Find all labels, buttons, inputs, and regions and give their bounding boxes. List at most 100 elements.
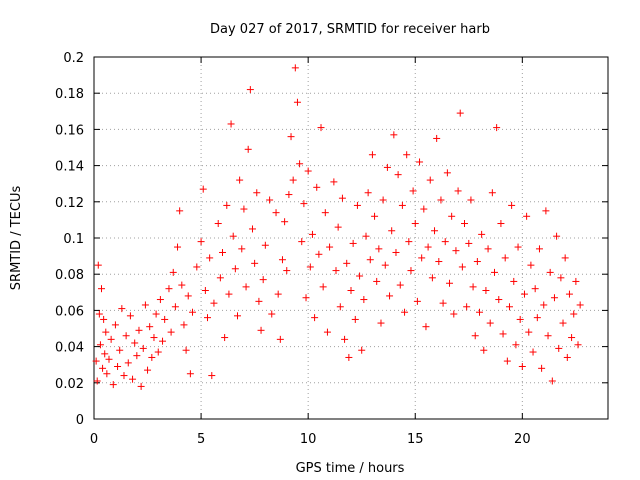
data-point <box>116 346 124 354</box>
data-point <box>531 285 539 293</box>
data-point <box>478 230 486 238</box>
data-point <box>109 381 117 389</box>
data-point <box>291 64 299 72</box>
data-point <box>114 363 122 371</box>
data-point <box>411 220 419 228</box>
data-point <box>184 292 192 300</box>
data-point <box>100 315 108 323</box>
data-point <box>103 370 111 378</box>
data-point <box>150 334 158 342</box>
data-point <box>368 151 376 159</box>
data-point <box>441 238 449 246</box>
data-point <box>375 245 383 253</box>
data-point <box>253 189 261 197</box>
data-point <box>347 286 355 294</box>
data-point <box>144 366 152 374</box>
data-point <box>242 283 250 291</box>
grid <box>94 57 608 419</box>
data-point <box>482 286 490 294</box>
data-point <box>186 370 194 378</box>
data-point <box>171 303 179 311</box>
data-point <box>469 283 477 291</box>
data-point <box>176 207 184 215</box>
data-point <box>283 267 291 275</box>
data-point <box>431 227 439 235</box>
data-point <box>221 334 229 342</box>
data-point <box>366 256 374 264</box>
data-point <box>516 315 524 323</box>
data-point <box>95 310 103 318</box>
data-point <box>557 274 565 282</box>
data-point <box>135 326 143 334</box>
data-point <box>503 357 511 365</box>
data-point <box>553 232 561 240</box>
data-point <box>345 353 353 361</box>
data-point <box>296 160 304 168</box>
data-point <box>501 254 509 262</box>
data-point <box>96 341 104 349</box>
data-point <box>461 220 469 228</box>
data-point <box>529 348 537 356</box>
data-point <box>189 308 197 316</box>
data-point <box>510 277 518 285</box>
data-point <box>274 290 282 298</box>
data-point <box>540 301 548 309</box>
data-point <box>107 335 115 343</box>
data-point <box>576 301 584 309</box>
data-point <box>268 310 276 318</box>
data-point <box>94 261 102 269</box>
data-point <box>388 227 396 235</box>
data-point <box>261 241 269 249</box>
data-point <box>193 263 201 271</box>
data-point <box>413 297 421 305</box>
data-point <box>542 207 550 215</box>
data-point <box>493 124 501 132</box>
data-point <box>236 176 244 184</box>
data-point <box>379 196 387 204</box>
data-point <box>141 301 149 309</box>
data-point <box>396 281 404 289</box>
data-point <box>161 315 169 323</box>
x-axis-ticks: 0 5 10 15 20 <box>90 57 531 447</box>
data-point <box>308 230 316 238</box>
data-point <box>471 332 479 340</box>
data-point <box>546 268 554 276</box>
data-point <box>490 268 498 276</box>
data-point <box>204 314 212 322</box>
data-point <box>124 359 132 367</box>
data-point <box>480 346 488 354</box>
data-point <box>129 375 137 383</box>
data-point <box>174 243 182 251</box>
data-point <box>229 232 237 240</box>
data-point <box>276 335 284 343</box>
data-point <box>306 263 314 271</box>
data-point <box>102 328 110 336</box>
data-point <box>93 377 101 385</box>
data-point <box>139 344 147 352</box>
data-point <box>381 261 389 269</box>
data-point <box>105 355 113 363</box>
data-point <box>386 292 394 300</box>
chart-title: Day 027 of 2017, SRMTID for receiver har… <box>210 22 490 37</box>
data-point <box>259 276 267 284</box>
data-point <box>420 205 428 213</box>
data-point <box>439 299 447 307</box>
y-tick-label: 0.16 <box>55 123 84 138</box>
data-point <box>167 328 175 336</box>
data-point <box>321 209 329 217</box>
data-point <box>272 209 280 217</box>
data-point <box>525 328 533 336</box>
data-point <box>409 187 417 195</box>
data-point <box>146 323 154 331</box>
y-tick-label: 0.2 <box>63 51 84 66</box>
data-point <box>499 330 507 338</box>
data-point <box>550 294 558 302</box>
data-point <box>520 290 528 298</box>
x-tick-label: 20 <box>514 432 531 447</box>
data-point <box>289 176 297 184</box>
y-tick-label: 0 <box>76 413 84 428</box>
data-point <box>326 243 334 251</box>
data-point <box>99 364 107 372</box>
data-point <box>424 243 432 251</box>
data-point <box>223 201 231 209</box>
